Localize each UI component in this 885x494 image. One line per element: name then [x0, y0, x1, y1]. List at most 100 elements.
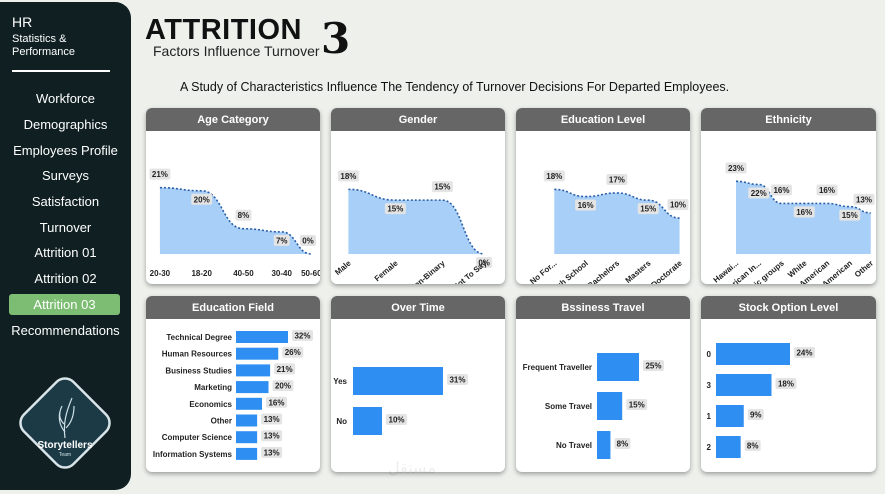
value-label-1: 18% [778, 380, 794, 389]
value-label-2: 17% [609, 175, 625, 184]
page-subtitle: Factors Influence Turnover [153, 43, 320, 59]
over-time-chart: Yes 31% No 10% [333, 367, 468, 435]
value-label-7-bg [261, 446, 283, 458]
sidebar-item-attrition-03[interactable]: Attrition 03 [9, 293, 120, 315]
area-line [554, 188, 680, 219]
bar-0 [597, 353, 639, 381]
value-label-3: 20% [275, 382, 291, 391]
bar-3 [236, 381, 269, 394]
bar-3 [716, 436, 741, 458]
sidebar-item-attrition-01[interactable]: Attrition 01 [34, 245, 97, 261]
card-business-travel: Bssiness Travel Frequent Traveller 25% Som… [516, 296, 690, 472]
value-label-1: 16% [578, 201, 594, 210]
value-label-5-bg [261, 413, 283, 425]
value-label-2: 8% [238, 211, 250, 220]
intro-text: A Study of Characteristics Influence The… [180, 80, 730, 94]
value-label-1-bg [282, 346, 304, 358]
value-label-1-bg [386, 414, 408, 425]
page-number: 3 [321, 14, 351, 63]
brand-title: HR [12, 14, 33, 30]
value-label-0-bg [543, 170, 565, 182]
sidebar-item-workforce[interactable]: Workforce [36, 91, 95, 107]
value-label-3: 0% [478, 259, 490, 268]
value-label-0: 21% [152, 170, 168, 179]
value-label-3-bg [272, 380, 294, 392]
category-label-4: Doctorate [649, 258, 684, 284]
value-label-2: 21% [277, 365, 293, 374]
sidebar-item-satisfaction[interactable]: Satisfaction [31, 194, 100, 210]
card-title-over-time: Over Time [331, 296, 505, 319]
bar-0 [716, 343, 790, 365]
value-label-0: 32% [294, 332, 310, 341]
category-label-6: Computer Science [162, 433, 233, 442]
bar-0 [236, 331, 288, 343]
category-label-5: Other [211, 417, 232, 426]
category-label-0: Frequent Traveller [523, 363, 592, 372]
storytellers-logo: Storytellers Team [14, 372, 116, 474]
card-education-level: Education Level 18% 16% 17% 15% 10% No For...… [516, 108, 690, 284]
bar-1 [716, 374, 772, 396]
category-label-0: No For... [528, 259, 558, 284]
sidebar-nav: Workforce Demographics Employees Profile… [0, 86, 131, 343]
value-label-1-bg [575, 199, 597, 211]
category-label-2: Bachelors [586, 258, 622, 284]
category-label-3: Marketing [194, 383, 232, 392]
brand-line1: Statistics & [12, 33, 67, 45]
sidebar-item-turnover[interactable]: Turnover [39, 219, 92, 235]
category-label-4: Economics [189, 400, 232, 409]
value-label-5-bg [839, 209, 861, 221]
card-education-field: Education Field Technical Degree 32% Human… [146, 296, 320, 472]
logo-subtext: Team [59, 452, 71, 458]
value-label-1-bg [626, 399, 648, 410]
value-label-3-bg [793, 206, 815, 218]
value-label-0-bg [725, 162, 747, 174]
value-label-0-bg [447, 374, 468, 385]
value-label-6: 13% [856, 195, 872, 204]
brand-line2: Performance [12, 46, 75, 58]
category-label-0: 0 [707, 350, 712, 359]
sidebar-item-attrition-02[interactable]: Attrition 02 [34, 271, 97, 287]
category-label-7: Information Systems [153, 450, 233, 459]
value-label-3: 15% [640, 205, 656, 214]
card-title-age-category: Age Category [146, 108, 320, 131]
value-label-0-bg [149, 168, 171, 180]
card-ethnicity: Ethnicity 23% 22% 16% 16% 16% 15% 13% Hawai... A… [701, 108, 876, 284]
area-line [159, 186, 312, 255]
bar-2 [236, 364, 271, 377]
brand-divider [12, 70, 110, 72]
sidebar-item-employees-profile[interactable]: Employees Profile [13, 142, 118, 158]
value-label-6: 13% [264, 432, 280, 441]
sidebar-item-demographics[interactable]: Demographics [23, 117, 108, 133]
bar-0 [353, 367, 443, 395]
value-label-4: 16% [819, 186, 835, 195]
area-line [348, 188, 485, 255]
card-over-time: Over Time Yes 31% No 10% [331, 296, 505, 472]
sidebar-item-surveys[interactable]: Surveys [42, 168, 89, 184]
card-title-stock-option-level: Stock Option Level [701, 296, 876, 319]
value-label-4: 10% [670, 201, 686, 210]
value-label-0: 31% [449, 376, 465, 385]
value-label-1-bg [748, 187, 770, 199]
value-label-5: 13% [264, 415, 280, 424]
value-label-4: 16% [268, 398, 284, 407]
category-label-3: 30-40 [271, 269, 292, 278]
sidebar: HR Statistics & Performance Workforce De… [0, 2, 131, 490]
value-label-2-bg [614, 438, 631, 449]
business-travel-chart: Frequent Traveller 25% Some Travel 15% No Tr… [523, 353, 664, 459]
category-label-4: 50-60 [301, 269, 320, 278]
category-label-0: Male [333, 258, 353, 277]
value-label-3: 7% [276, 236, 288, 245]
value-label-3-bg [273, 234, 290, 246]
bar-2 [597, 431, 611, 459]
bar-1 [236, 347, 279, 360]
value-label-2-bg [606, 173, 628, 185]
value-label-2-bg [747, 409, 764, 420]
value-label-6-bg [261, 430, 283, 442]
category-label-0: Technical Degree [166, 333, 232, 342]
sidebar-item-recommendations[interactable]: Recommendations [11, 322, 120, 338]
value-label-4-bg [667, 199, 689, 211]
category-label-0: Yes [333, 377, 347, 386]
value-label-0-bg [292, 330, 313, 341]
value-label-1: 26% [285, 348, 301, 357]
bar-4 [236, 397, 262, 410]
